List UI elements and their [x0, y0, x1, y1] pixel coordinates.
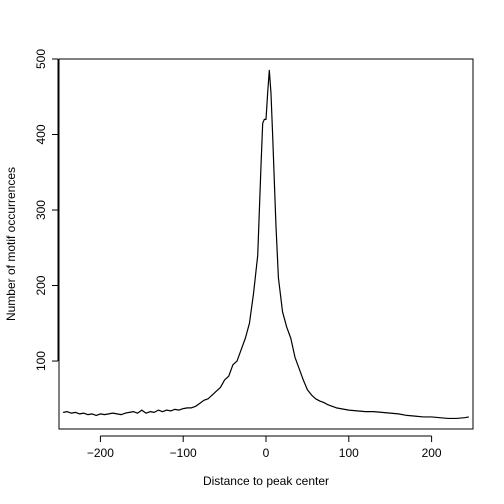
x-tick-label: −100: [170, 446, 197, 460]
y-tick-label: 400: [34, 124, 48, 144]
x-axis: −200 −100 0 100 200: [87, 435, 442, 460]
y-axis: 100 200 300 400 500: [34, 49, 59, 371]
x-axis-title: Distance to peak center: [203, 474, 329, 488]
y-axis-title: Number of motif occurrences: [4, 167, 18, 321]
y-tick-label: 300: [34, 200, 48, 220]
x-tick-label: −200: [87, 446, 114, 460]
y-tick-label: 100: [34, 351, 48, 371]
x-tick-label: 200: [422, 446, 442, 460]
x-tick-label: 100: [339, 446, 359, 460]
y-tick-label: 200: [34, 275, 48, 295]
x-tick-label: 0: [263, 446, 270, 460]
plot-frame: [58, 58, 474, 430]
series-line: [63, 69, 469, 420]
y-tick-label: 500: [34, 49, 48, 69]
